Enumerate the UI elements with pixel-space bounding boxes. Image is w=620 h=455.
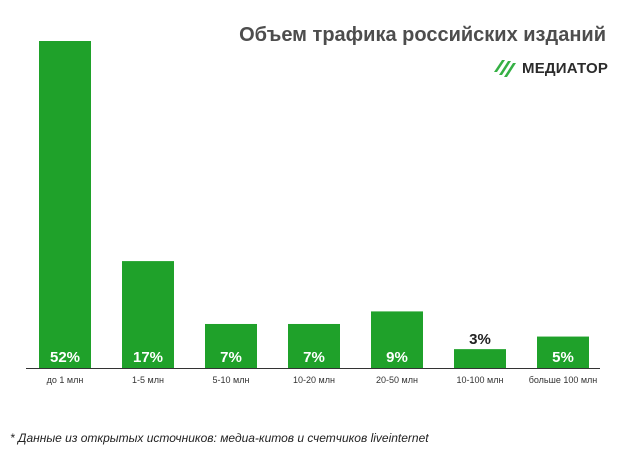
chart-title: Объем трафика российских изданий xyxy=(239,24,606,46)
bar xyxy=(454,349,506,368)
data-label: 5% xyxy=(552,349,574,366)
data-label: 9% xyxy=(386,349,408,366)
data-label: 3% xyxy=(469,331,491,348)
logo-text: МЕДИАТОР xyxy=(522,59,609,77)
bar xyxy=(39,41,91,368)
data-label: 7% xyxy=(303,349,325,366)
bar xyxy=(371,311,423,368)
tick-label: 10-20 млн xyxy=(293,375,335,385)
data-label: 17% xyxy=(133,349,163,366)
bar xyxy=(122,261,174,368)
stripes-icon xyxy=(494,60,516,77)
bar xyxy=(205,323,257,368)
tick-label: 10-100 млн xyxy=(457,375,504,385)
bar xyxy=(288,323,340,368)
data-label: 52% xyxy=(50,349,80,366)
bar-chart: 52% до 1 млн 17% 1-5 млн 7% 5-10 млн 7% 10-20 м… xyxy=(26,41,600,385)
footnote: * Данные из открытых источников: медиа-к… xyxy=(10,431,429,445)
bar xyxy=(537,336,589,368)
tick-label: 5-10 млн xyxy=(213,375,250,385)
tick-label: 20-50 млн xyxy=(376,375,418,385)
data-label: 7% xyxy=(220,349,242,366)
logo: МЕДИАТОР xyxy=(494,58,608,78)
tick-label: 1-5 млн xyxy=(132,375,164,385)
tick-label: больше 100 млн xyxy=(529,375,598,385)
tick-label: до 1 млн xyxy=(47,375,84,385)
